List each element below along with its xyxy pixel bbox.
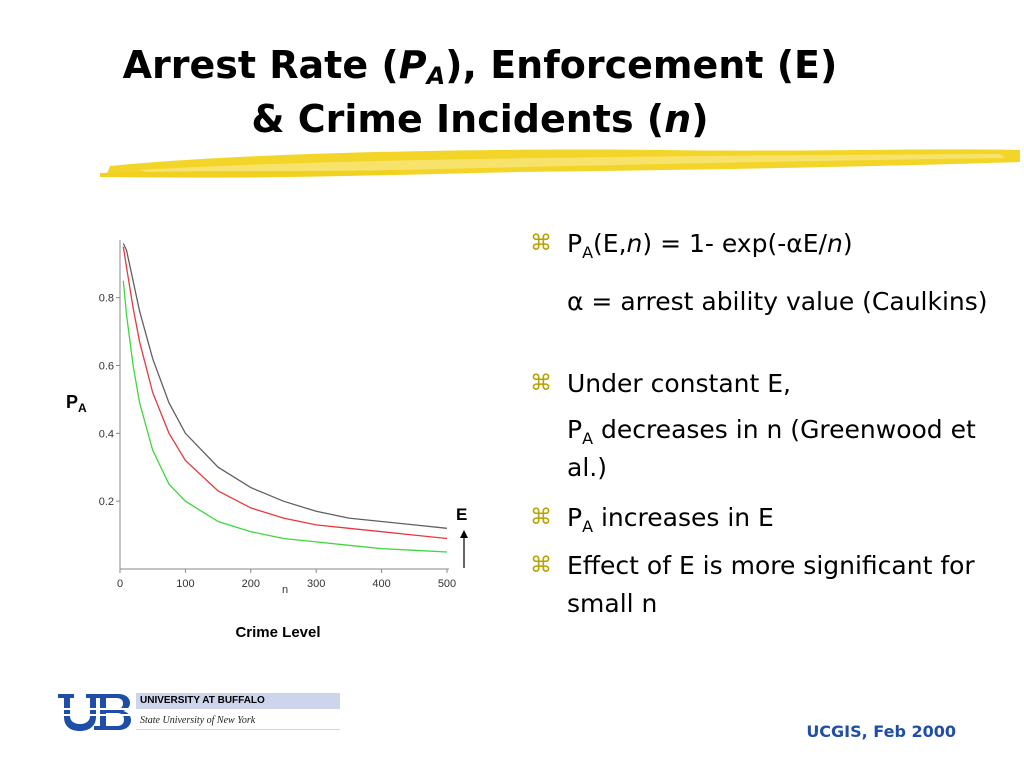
footer-text: UCGIS, Feb 2000 bbox=[806, 722, 956, 741]
chart-svg: 0.2 0.4 0.6 0.8 0 100 200 300 400 500 PA n E Crim… bbox=[66, 240, 468, 641]
pa-decreases-note: PA decreases in n (Greenwood et al.) bbox=[567, 415, 976, 482]
y-tick-label: 0.4 bbox=[99, 428, 114, 440]
university-name: UNIVERSITY AT BUFFALO bbox=[136, 693, 340, 709]
x-tick-label: 300 bbox=[307, 578, 325, 590]
command-key-icon: ⌘ bbox=[530, 505, 552, 530]
y-tick-label: 0.8 bbox=[99, 293, 114, 305]
university-logo: UNIVERSITY AT BUFFALO State University o… bbox=[56, 690, 346, 734]
command-key-icon: ⌘ bbox=[530, 553, 552, 578]
series-line-2 bbox=[122, 246, 448, 540]
series-line-1 bbox=[122, 243, 448, 529]
bullet-formula: ⌘ PA(E,n) = 1- exp(-αE/n) bbox=[530, 225, 1010, 263]
x-tick-label: 200 bbox=[242, 578, 260, 590]
arrest-rate-chart: 0.2 0.4 0.6 0.8 0 100 200 300 400 500 PA n E Crim… bbox=[60, 230, 480, 650]
bullet-increases-e: ⌘ PA increases in E bbox=[530, 499, 1010, 537]
alpha-note: α = arrest ability value (Caulkins) bbox=[567, 287, 988, 316]
series-line-3 bbox=[122, 280, 448, 553]
chart-caption: Crime Level bbox=[235, 624, 320, 641]
y-tick-label: 0.2 bbox=[99, 496, 114, 508]
y-axis-label: PA bbox=[66, 392, 87, 415]
bullet-constant-e: ⌘ Under constant E, bbox=[530, 365, 1010, 403]
x-axis-label: n bbox=[282, 584, 288, 596]
y-tick-label: 0.6 bbox=[99, 360, 114, 372]
arrowhead-icon bbox=[460, 530, 468, 538]
title-line-1: Arrest Rate (PA), Enforcement (E) bbox=[122, 43, 838, 90]
title-line-2: & Crime Incidents (n) bbox=[251, 97, 709, 141]
slide-title: Arrest Rate (PA), Enforcement (E) & Crim… bbox=[40, 38, 920, 146]
command-key-icon: ⌘ bbox=[530, 371, 552, 396]
x-tick-label: 0 bbox=[117, 578, 123, 590]
bullet-effect-e: ⌘ Effect of E is more significant for sm… bbox=[530, 547, 1010, 623]
highlighter-stroke bbox=[100, 149, 1020, 178]
command-key-icon: ⌘ bbox=[530, 231, 552, 256]
university-subtitle: State University of New York bbox=[136, 713, 340, 730]
x-tick-label: 400 bbox=[372, 578, 390, 590]
x-tick-label: 100 bbox=[176, 578, 194, 590]
bullet-list: ⌘ PA(E,n) = 1- exp(-αE/n) α = arrest abi… bbox=[530, 225, 1010, 623]
ub-logo-icon bbox=[56, 694, 132, 731]
x-tick-label: 500 bbox=[438, 578, 456, 590]
arrow-label: E bbox=[456, 505, 467, 524]
